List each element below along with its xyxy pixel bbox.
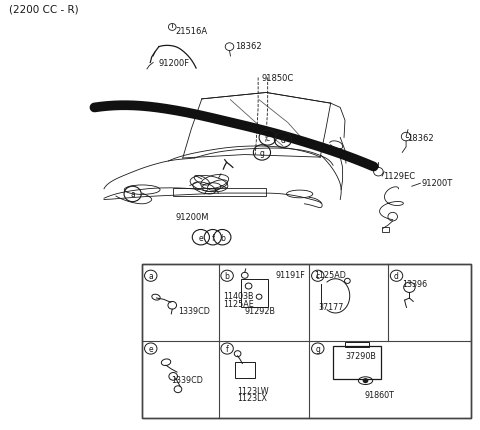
Text: (2200 CC - R): (2200 CC - R) xyxy=(9,4,78,14)
Text: 91850C: 91850C xyxy=(262,74,294,83)
Text: 37177: 37177 xyxy=(319,302,344,311)
Bar xyxy=(173,189,266,197)
Bar xyxy=(382,228,389,232)
Text: g: g xyxy=(315,344,320,353)
Text: 91200M: 91200M xyxy=(176,213,209,221)
Text: c: c xyxy=(316,272,320,281)
Bar xyxy=(142,264,471,418)
Text: 37290B: 37290B xyxy=(345,351,376,360)
Text: 1339CD: 1339CD xyxy=(178,307,210,316)
Text: g: g xyxy=(260,148,264,157)
Text: 91860T: 91860T xyxy=(364,390,394,399)
Text: a: a xyxy=(148,272,153,281)
Text: 1125AE: 1125AE xyxy=(223,299,254,308)
Text: 1129EC: 1129EC xyxy=(383,172,415,181)
Text: 11403B: 11403B xyxy=(223,292,254,301)
Text: f: f xyxy=(226,344,228,353)
Text: 18362: 18362 xyxy=(407,134,433,143)
Text: 1125AD: 1125AD xyxy=(314,270,346,280)
Text: 91200T: 91200T xyxy=(421,178,453,187)
Text: a: a xyxy=(130,190,135,199)
Text: 91292B: 91292B xyxy=(245,307,276,316)
Bar xyxy=(345,342,369,347)
Text: c: c xyxy=(265,134,270,143)
Text: f: f xyxy=(211,233,214,242)
Text: d: d xyxy=(394,272,399,281)
Text: 91200F: 91200F xyxy=(159,59,190,68)
Text: d: d xyxy=(280,136,286,145)
Circle shape xyxy=(363,378,368,383)
Text: 1123LX: 1123LX xyxy=(238,393,268,402)
Text: b: b xyxy=(225,272,229,281)
Text: 1339CD: 1339CD xyxy=(171,375,203,384)
Text: e: e xyxy=(199,233,203,242)
Text: 1123LW: 1123LW xyxy=(238,386,269,395)
Text: 18362: 18362 xyxy=(235,42,262,51)
Text: b: b xyxy=(220,233,225,242)
Text: 21516A: 21516A xyxy=(176,27,208,36)
Text: 13396: 13396 xyxy=(402,279,427,288)
Text: 91191F: 91191F xyxy=(276,270,306,280)
Text: e: e xyxy=(148,344,153,353)
